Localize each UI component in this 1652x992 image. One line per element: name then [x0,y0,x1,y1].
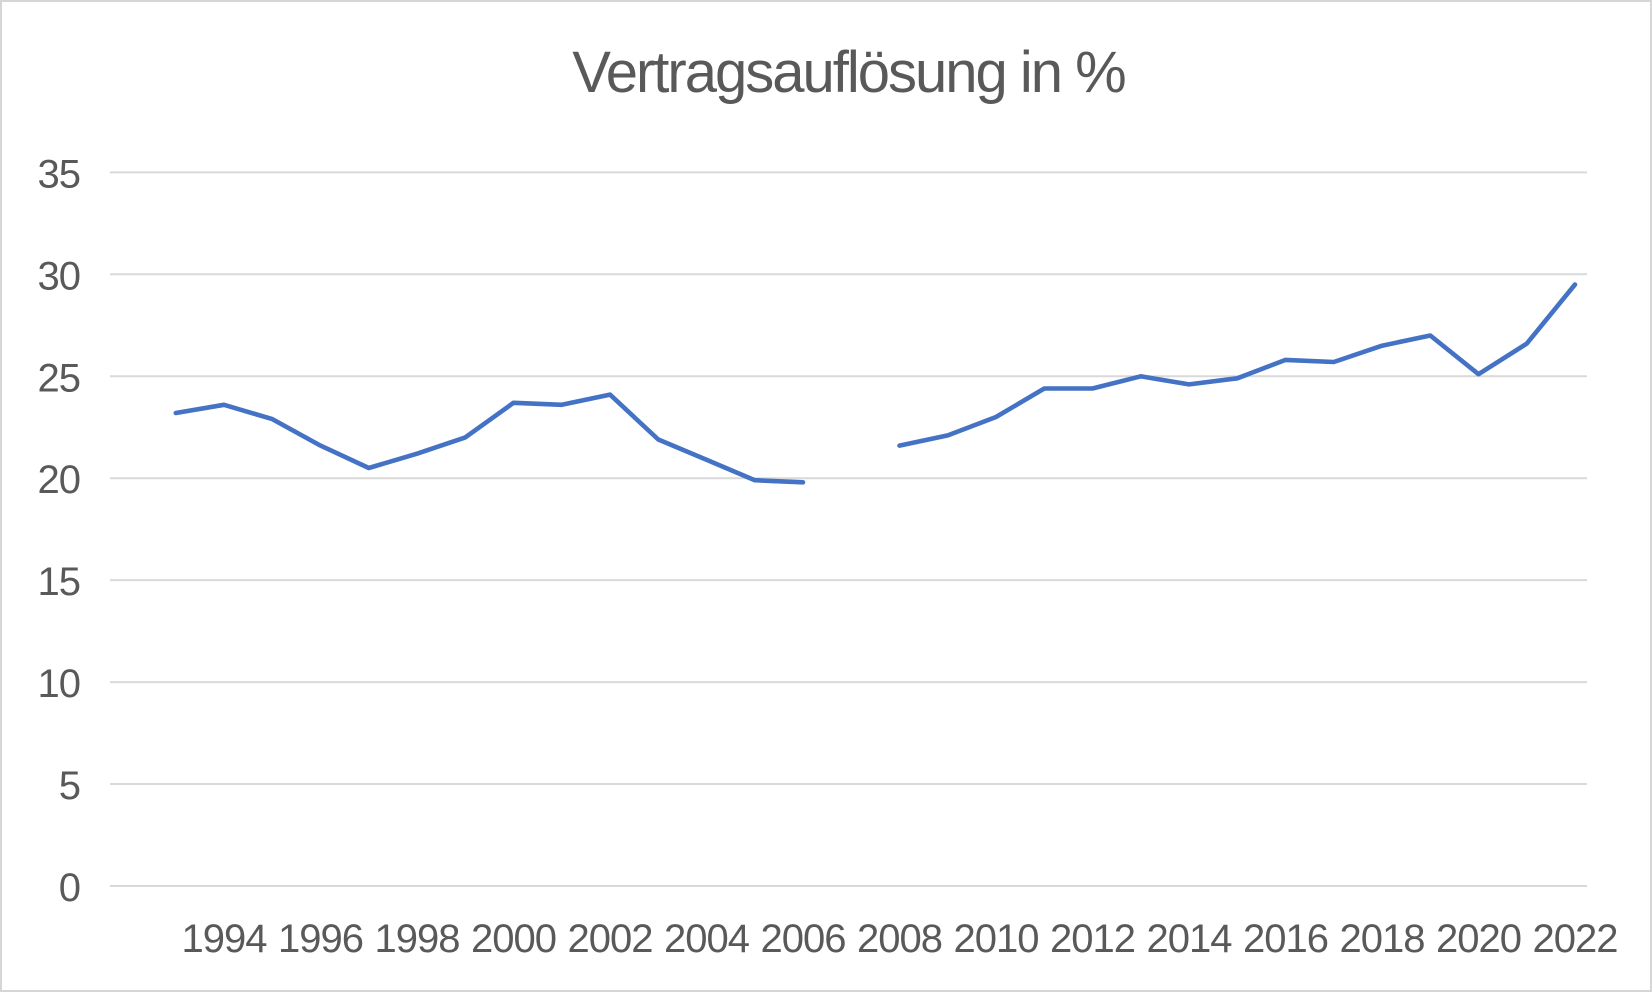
x-axis-tick-label: 1994 [182,917,268,961]
x-axis-tick-label: 2010 [954,917,1039,961]
y-axis-tick-label: 25 [38,356,81,400]
y-axis-tick-label: 15 [38,560,81,604]
x-axis-tick-label: 2000 [471,917,556,961]
x-axis-tick-label: 2012 [1050,917,1135,961]
series-line-segment [173,392,806,485]
y-axis-tick-label: 5 [59,764,80,808]
series-line-segment [897,282,1578,448]
chart-title: Vertragsauflösung in % [572,40,1126,105]
x-axis-tick-label: 2006 [761,917,846,961]
y-axis-tick-label: 35 [38,152,81,196]
y-axis-tick-label: 20 [38,458,81,502]
y-axis-tick-label: 0 [59,866,80,910]
y-axis-tick-label: 30 [38,254,81,298]
y-axis-tick-label: 10 [38,662,81,706]
x-axis-tick-label: 2020 [1436,917,1521,961]
x-axis-tick-label: 2016 [1243,917,1328,961]
x-axis-tick-label: 2002 [568,917,653,961]
x-axis-tick-label: 1996 [278,917,363,961]
x-axis-tick-label: 2018 [1340,917,1425,961]
x-axis-tick-label: 2004 [664,917,750,961]
x-axis-tick-label: 1998 [375,917,460,961]
x-axis-tick-label: 2008 [857,917,942,961]
x-axis-tick-label: 2022 [1533,917,1618,961]
x-axis-tick-label: 2014 [1147,917,1233,961]
